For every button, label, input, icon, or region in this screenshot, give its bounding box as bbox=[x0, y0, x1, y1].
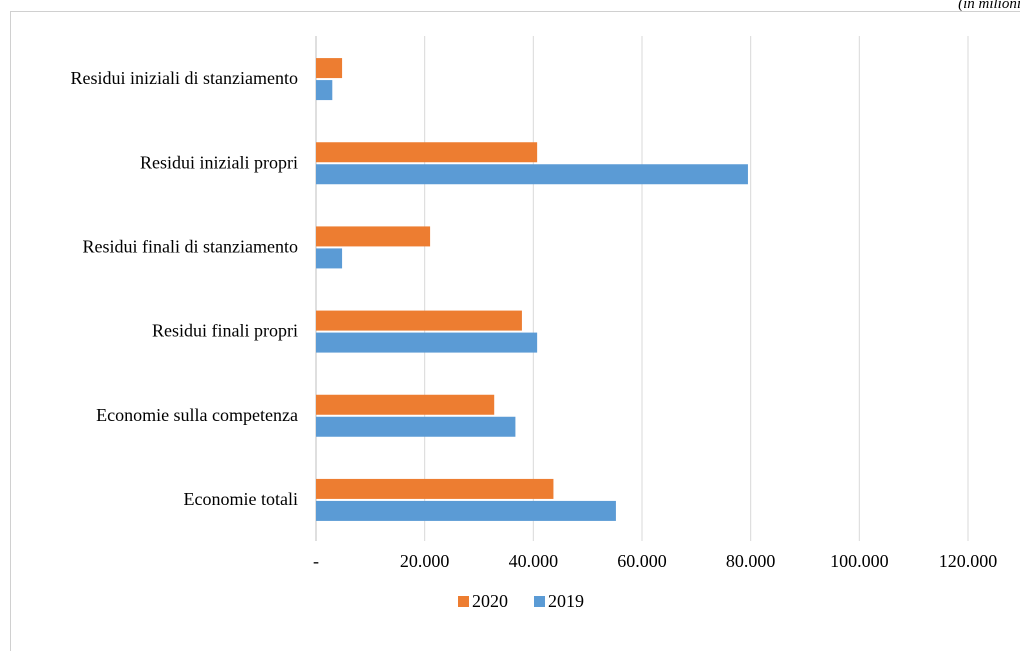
bar-2020 bbox=[316, 394, 495, 415]
bar-chart: Residui iniziali di stanziamento Residui … bbox=[71, 36, 997, 611]
x-tick-label: 120.000 bbox=[939, 551, 998, 571]
legend-swatch bbox=[534, 596, 545, 607]
unit-note: (in milioni) bbox=[958, 0, 1020, 12]
x-tick-label: 100.000 bbox=[830, 551, 889, 571]
chart-frame bbox=[10, 11, 1020, 651]
x-tick-label: - bbox=[313, 551, 319, 571]
bar-2019 bbox=[316, 332, 538, 353]
category-label: Residui finali di stanziamento bbox=[83, 236, 298, 256]
legend-label: 2019 bbox=[548, 591, 584, 611]
x-tick-label: 40.000 bbox=[509, 551, 559, 571]
legend-swatch bbox=[458, 596, 469, 607]
bar-2019 bbox=[316, 80, 333, 101]
bar-2020 bbox=[316, 142, 538, 163]
bar-2019 bbox=[316, 248, 343, 269]
bar-2020 bbox=[316, 478, 554, 499]
legend: 2020 2019 bbox=[458, 591, 584, 611]
category-labels: Residui iniziali di stanziamento Residui … bbox=[71, 68, 298, 509]
gridlines bbox=[315, 36, 969, 541]
bar-2020 bbox=[316, 58, 343, 79]
x-tick-label: 60.000 bbox=[617, 551, 667, 571]
x-tick-label: 20.000 bbox=[400, 551, 450, 571]
bar-2020 bbox=[316, 310, 522, 331]
category-label: Residui iniziali propri bbox=[140, 152, 298, 172]
category-label: Residui iniziali di stanziamento bbox=[71, 68, 298, 88]
bar-2020 bbox=[316, 226, 431, 247]
x-tick-label: 80.000 bbox=[726, 551, 776, 571]
category-label: Residui finali propri bbox=[152, 321, 298, 341]
bar-2019 bbox=[316, 416, 516, 437]
category-label: Economie sulla competenza bbox=[96, 405, 298, 425]
bar-2019 bbox=[316, 500, 616, 521]
legend-label: 2020 bbox=[472, 591, 508, 611]
bars bbox=[316, 58, 748, 521]
category-label: Economie totali bbox=[184, 489, 298, 509]
bar-2019 bbox=[316, 164, 748, 185]
tick-labels: - 20.000 40.000 60.000 80.000 100.000 120.000 bbox=[313, 551, 997, 571]
